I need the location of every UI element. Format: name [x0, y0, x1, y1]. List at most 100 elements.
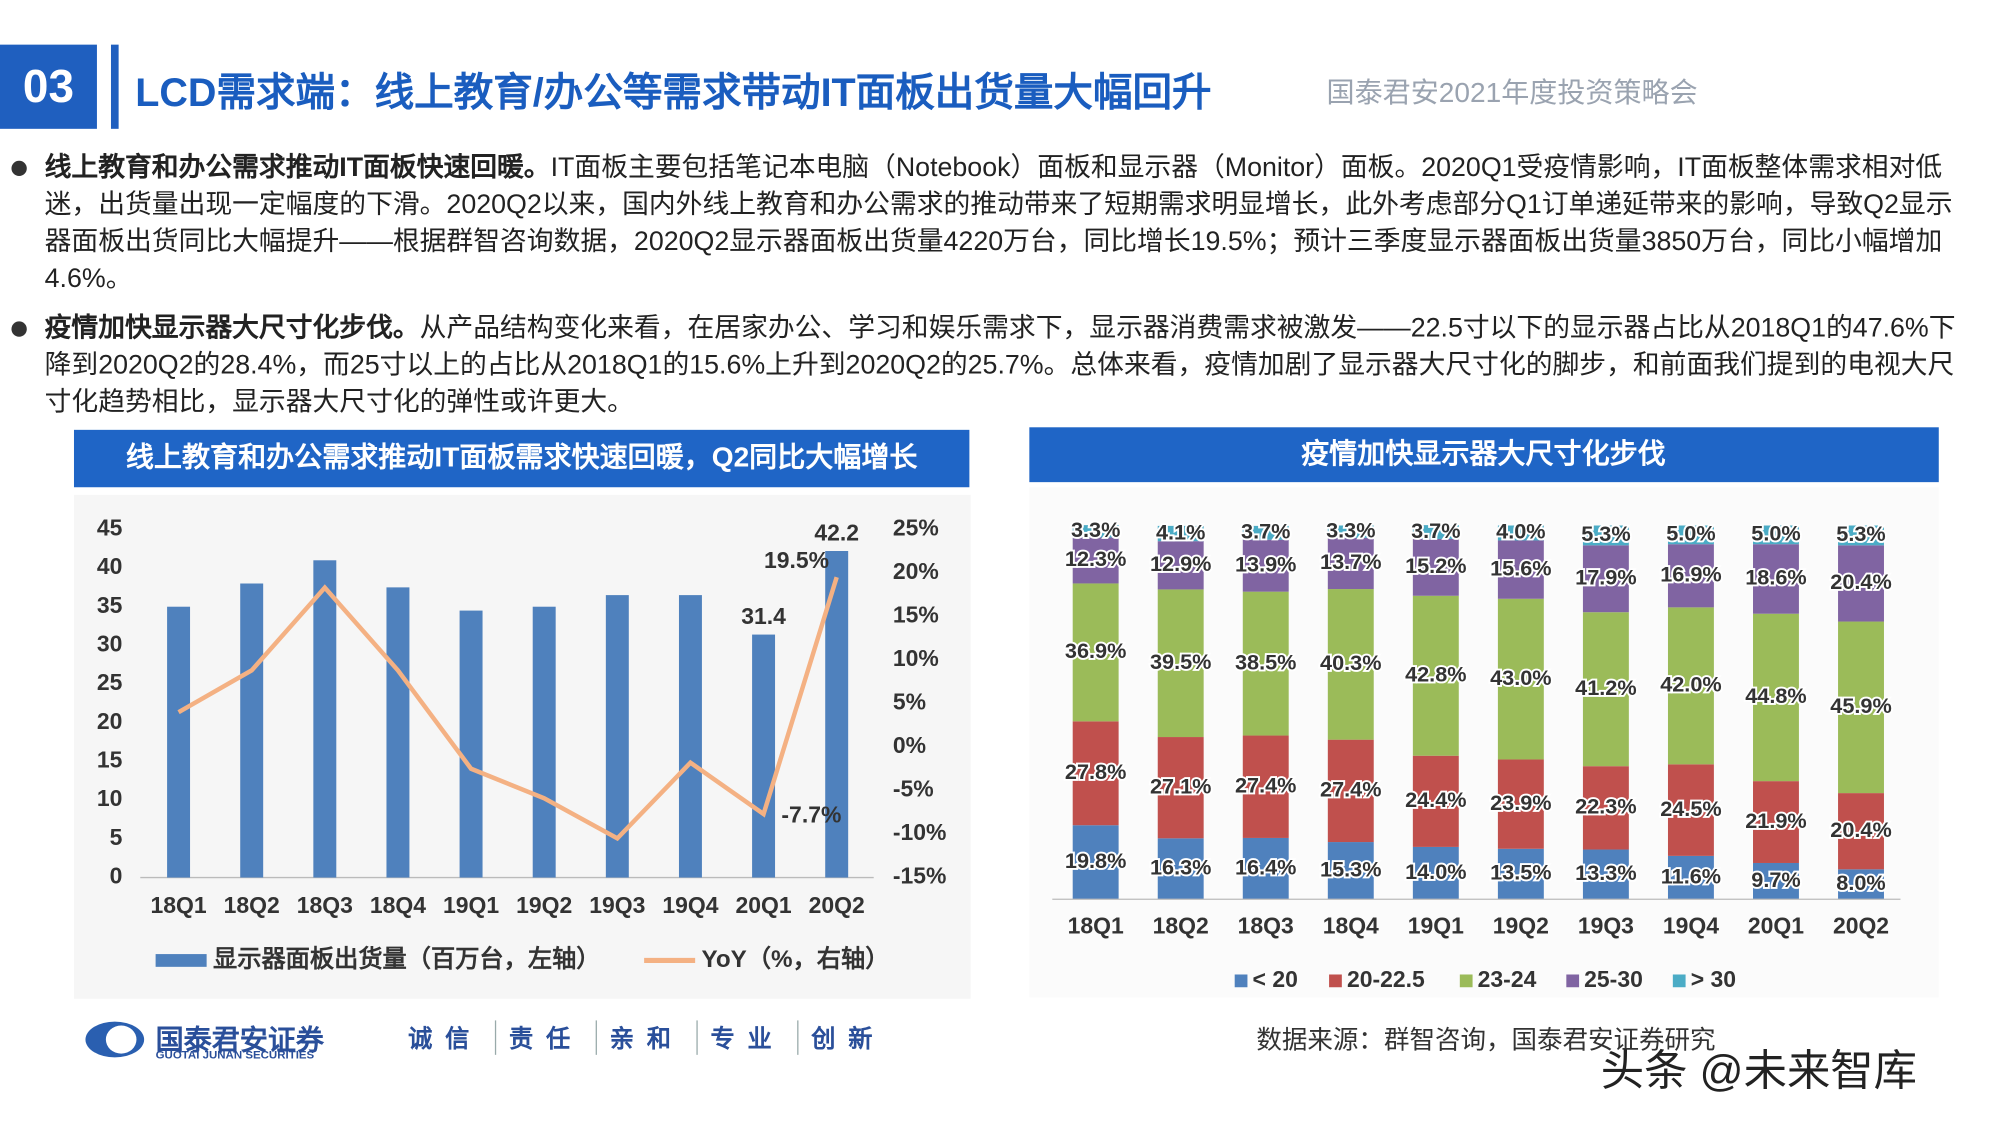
x-tick-label: 18Q2: [1153, 912, 1209, 938]
bar-segment: [1667, 764, 1714, 856]
x-tick-label: 19Q3: [1578, 912, 1634, 938]
bar-segment: [1157, 737, 1204, 839]
data-label: 3.7%: [1411, 518, 1460, 543]
bar-segment: [1242, 837, 1289, 900]
data-label: 16.3%: [1150, 855, 1211, 880]
bar-segment: [1242, 539, 1289, 592]
accent-bar: [110, 44, 119, 129]
data-label: 18.6%: [1745, 565, 1806, 590]
bar-segment: [1072, 525, 1119, 538]
y2-tick-label: -10%: [893, 819, 947, 845]
data-label: 23.9%: [1490, 790, 1551, 815]
bar-segment: [1157, 541, 1204, 590]
bar-segment: [1753, 862, 1799, 900]
data-label: -7.7%: [781, 802, 841, 828]
x-tick-label: 19Q1: [1408, 912, 1464, 938]
data-label: 20.4%: [1830, 569, 1891, 594]
bar-segment: [1072, 537, 1119, 584]
legend-swatch: [1234, 974, 1248, 988]
data-label: 12.3%: [1065, 546, 1126, 571]
data-label: 40.3%: [1320, 650, 1381, 675]
x-tick-label: 20Q2: [1833, 912, 1889, 938]
data-label: 11.6%: [1661, 863, 1721, 888]
data-label: 8.0%: [1836, 870, 1885, 895]
y2-tick-label: 5%: [893, 689, 926, 715]
x-tick-label: 18Q1: [1068, 912, 1124, 938]
y2-tick-label: -5%: [893, 776, 934, 802]
legend-swatch: [1329, 974, 1342, 988]
x-tick-label: 18Q2: [224, 892, 280, 918]
bar: [459, 610, 483, 878]
bar-segment: [1157, 589, 1204, 738]
data-label: 27.8%: [1065, 759, 1126, 784]
data-label: 16.4%: [1235, 854, 1296, 879]
legend-label: YoY（%，右轴）: [702, 945, 890, 973]
event-name: 国泰君安2021年度投资策略会: [1326, 76, 1698, 109]
chart-title: 疫情加快显示器大尺寸化步伐: [1301, 437, 1666, 469]
x-tick-label: 19Q4: [1663, 912, 1719, 938]
bar-segment: [1582, 849, 1629, 900]
x-tick-label: 18Q4: [1323, 912, 1379, 938]
bar-segment: [1497, 848, 1544, 900]
legend-swatch: [1459, 974, 1473, 988]
legend-label: 25-30: [1584, 966, 1643, 992]
bar-segment: [1838, 621, 1884, 794]
data-label: 24.5%: [1660, 796, 1721, 821]
bar-segment: [1582, 525, 1629, 546]
bar-segment: [1753, 544, 1799, 614]
bar-segment: [1242, 591, 1289, 736]
data-label: 22.3%: [1575, 794, 1636, 819]
legend-label: 20-22.5: [1347, 966, 1425, 992]
x-tick-label: 18Q3: [297, 892, 353, 918]
y2-tick-label: 25%: [893, 514, 939, 540]
legend-swatch: [1566, 974, 1580, 988]
bar-segment: [1667, 544, 1714, 608]
x-tick-label: 18Q4: [370, 892, 426, 918]
bar: [240, 583, 264, 878]
data-label: 5.3%: [1581, 521, 1630, 546]
bar: [532, 606, 556, 878]
x-tick-label: 19Q3: [589, 892, 645, 918]
data-label: 4.1%: [1156, 519, 1205, 544]
bar-segment: [1072, 583, 1119, 722]
data-label: 12.9%: [1150, 551, 1211, 576]
x-tick-label: 18Q1: [151, 892, 207, 918]
bar-segment: [1412, 538, 1459, 596]
bar-segment: [1412, 525, 1459, 539]
bullet: 疫情加快显示器大尺寸化步伐。从产品结构变化来看，在居家办公、学习和娱乐需求下，显…: [45, 310, 1974, 421]
line: [177, 576, 839, 842]
data-label: 42.0%: [1660, 672, 1721, 697]
legend-swatch: [155, 954, 207, 967]
data-label: 42.2: [814, 519, 859, 545]
x-tick-label: 20Q2: [809, 892, 865, 918]
data-label: 19.8%: [1065, 848, 1126, 873]
bar-segment: [1838, 525, 1884, 546]
bar-segment: [1838, 793, 1884, 870]
data-label: 31.4: [741, 603, 786, 629]
bar-segment: [1497, 525, 1544, 541]
bullet-lead: 线上教育和办公需求推动IT面板快速回暖。: [44, 153, 551, 183]
x-tick-label: 19Q1: [443, 892, 499, 918]
bar: [386, 587, 410, 878]
y2-tick-label: 20%: [893, 558, 939, 584]
bar-segment: [1412, 595, 1459, 756]
y2-tick-label: -15%: [893, 863, 947, 889]
bar: [678, 595, 702, 878]
x-tick-label: 19Q2: [1493, 912, 1549, 938]
legend-swatch: [1672, 974, 1686, 988]
bar-segment: [1582, 612, 1629, 767]
bullet-dot: [11, 321, 27, 337]
legend-label: > 30: [1691, 966, 1736, 992]
slogan-item: 亲和: [597, 1020, 698, 1055]
y2-tick-label: 10%: [893, 645, 939, 671]
slogan-item: 责任: [496, 1020, 597, 1055]
data-label: 17.9%: [1575, 565, 1636, 590]
bar-segment: [1838, 545, 1884, 622]
data-label: 14.0%: [1405, 859, 1466, 884]
y-tick-label: 10: [97, 785, 123, 811]
y2-tick-label: 15%: [893, 601, 939, 627]
data-label: 24.4%: [1405, 787, 1466, 812]
